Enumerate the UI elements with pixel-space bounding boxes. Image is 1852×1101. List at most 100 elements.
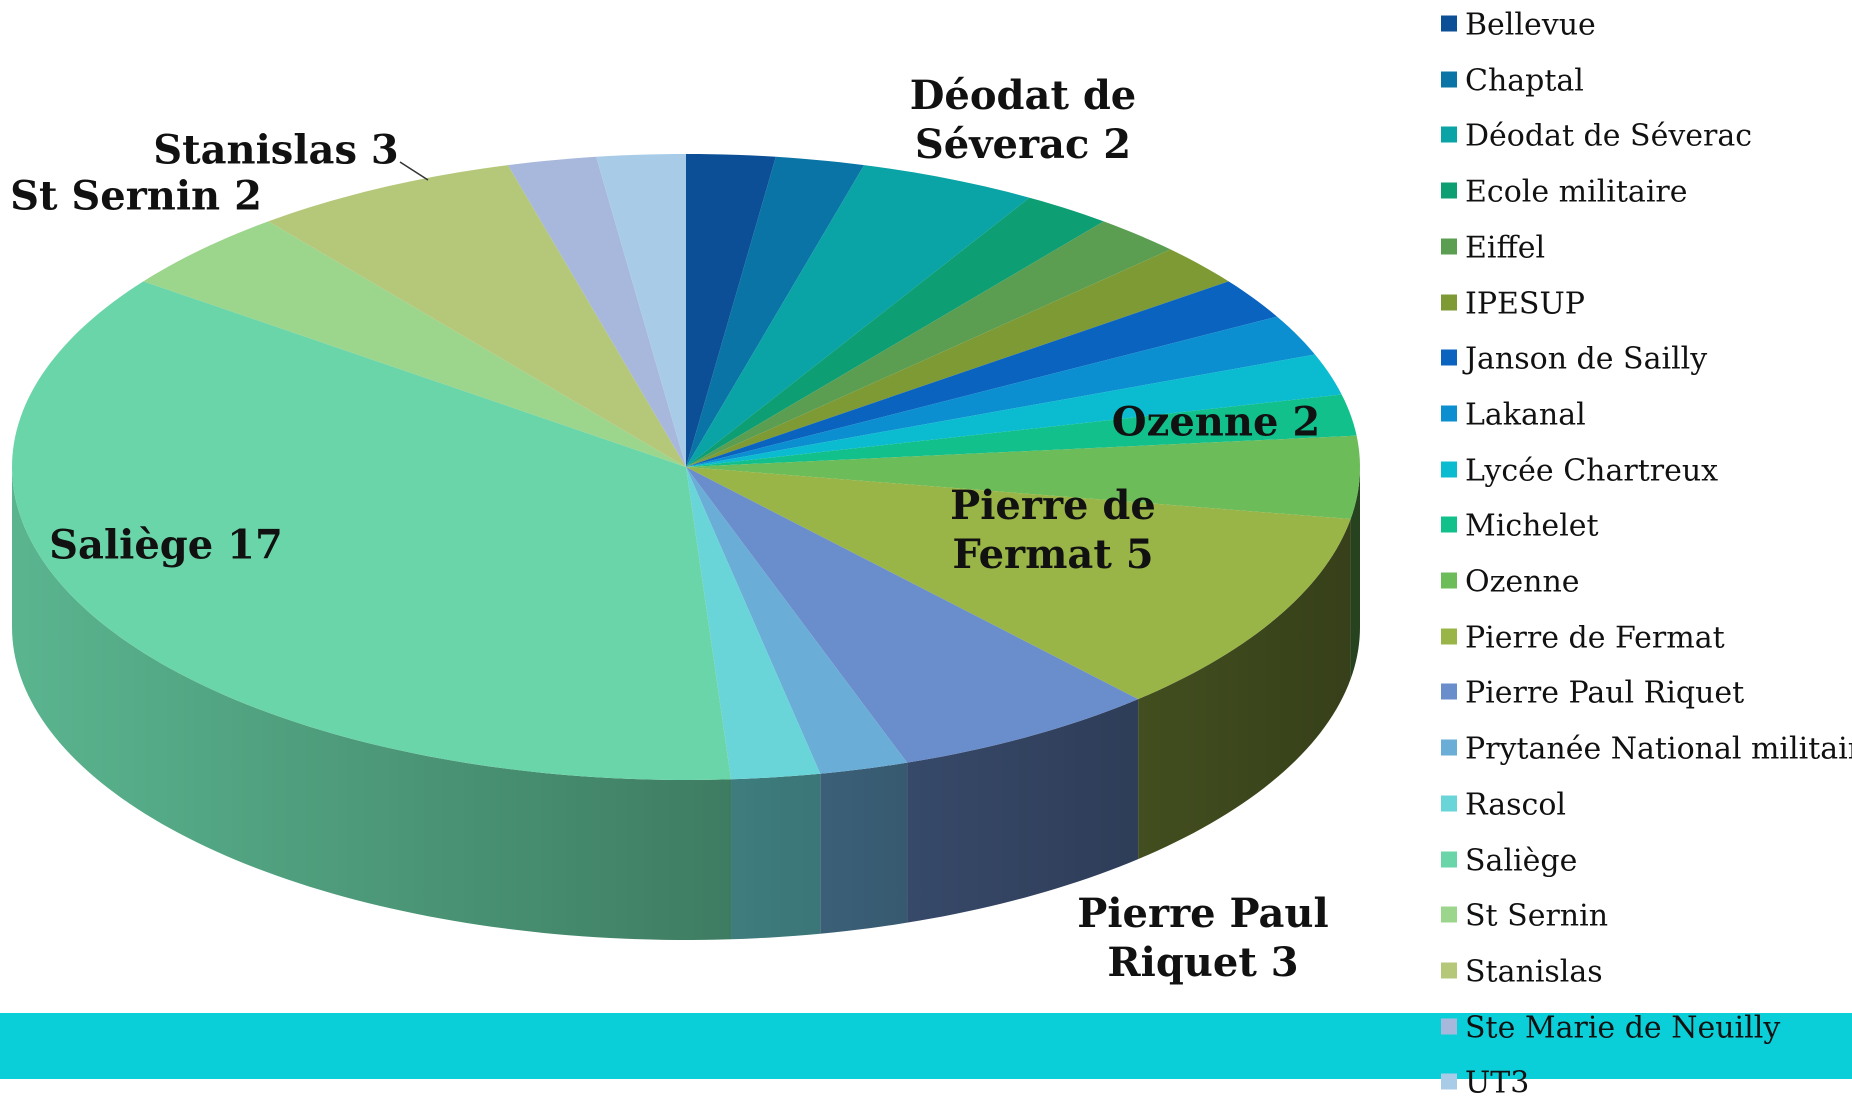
legend-label: Saliège bbox=[1465, 843, 1578, 878]
legend-label: Rascol bbox=[1465, 787, 1567, 823]
leader-line bbox=[399, 161, 429, 181]
legend-swatch bbox=[1441, 182, 1457, 199]
label-name: Saliège bbox=[49, 521, 214, 569]
legend-swatch bbox=[1441, 851, 1457, 867]
legend-label: Ste Marie de Neuilly bbox=[1465, 1010, 1781, 1046]
legend-swatch bbox=[1441, 15, 1457, 32]
slice-side bbox=[1138, 519, 1351, 860]
data-label: St Sernin 2 bbox=[0, 172, 286, 221]
label-name: Déodat de Séverac bbox=[909, 72, 1137, 168]
slice bbox=[686, 467, 1139, 763]
legend-swatch bbox=[1441, 1073, 1457, 1090]
legend-item: Eiffel bbox=[1441, 230, 1545, 265]
legend-item: Ste Marie de Neuilly bbox=[1441, 1010, 1780, 1045]
legend-label: Eiffel bbox=[1465, 230, 1546, 266]
slice-side bbox=[1350, 467, 1360, 680]
legend-label: Ecole militaire bbox=[1465, 174, 1688, 210]
slice bbox=[686, 154, 776, 467]
legend-swatch bbox=[1441, 349, 1457, 366]
slice bbox=[143, 221, 686, 467]
data-label: Ozenne 2 bbox=[1066, 398, 1366, 447]
legend-item: Michelet bbox=[1441, 509, 1599, 544]
data-label: Pierre Paul Riquet 3 bbox=[1053, 889, 1353, 987]
slice bbox=[686, 435, 1360, 520]
label-value: 17 bbox=[227, 521, 283, 569]
legend-item: Stanislas bbox=[1441, 954, 1603, 989]
legend-item: Pierre Paul Riquet bbox=[1441, 676, 1744, 711]
slice bbox=[686, 467, 908, 774]
legend-label: UT3 bbox=[1465, 1065, 1530, 1101]
legend-label: Déodat de Séverac bbox=[1465, 118, 1753, 154]
legend-label: Ozenne bbox=[1465, 564, 1580, 600]
slice bbox=[686, 281, 1278, 467]
legend-item: Ecole militaire bbox=[1441, 175, 1688, 210]
legend-item: IPESUP bbox=[1441, 286, 1585, 321]
data-label: Déodat de Séverac 2 bbox=[893, 71, 1153, 169]
slice bbox=[686, 467, 821, 780]
slice bbox=[686, 197, 1104, 467]
legend-swatch bbox=[1441, 405, 1457, 422]
label-value: 3 bbox=[370, 126, 399, 174]
data-label: Stanislas 3 bbox=[126, 126, 426, 175]
slice bbox=[12, 281, 732, 780]
legend-item: Déodat de Séverac bbox=[1441, 119, 1752, 154]
legend-item: Janson de Sailly bbox=[1441, 342, 1707, 377]
legend-swatch bbox=[1441, 238, 1457, 255]
footer-band bbox=[0, 1013, 1852, 1079]
label-name: Pierre de Fermat bbox=[950, 482, 1156, 578]
legend-swatch bbox=[1441, 962, 1457, 979]
legend-label: Bellevue bbox=[1465, 7, 1596, 43]
legend-swatch bbox=[1441, 1018, 1457, 1035]
slice bbox=[686, 316, 1315, 467]
legend-item: Lakanal bbox=[1441, 397, 1586, 432]
legend-label: St Sernin bbox=[1465, 898, 1609, 934]
legend-item: St Sernin bbox=[1441, 899, 1608, 934]
legend-item: Lycée Chartreux bbox=[1441, 453, 1718, 488]
legend-item: Prytanée National militaire bbox=[1441, 732, 1852, 767]
legend-swatch bbox=[1441, 71, 1457, 88]
legend-item: Saliège bbox=[1441, 843, 1577, 878]
legend-item: Pierre de Fermat bbox=[1441, 620, 1725, 655]
label-value: 3 bbox=[1270, 939, 1299, 986]
label-name: Ozenne bbox=[1111, 398, 1279, 446]
legend-label: Pierre de Fermat bbox=[1465, 620, 1725, 656]
slice bbox=[686, 249, 1229, 467]
legend-label: Chaptal bbox=[1465, 63, 1584, 99]
legend-label: Stanislas bbox=[1465, 954, 1603, 990]
slice bbox=[596, 154, 686, 467]
slice bbox=[686, 354, 1342, 467]
legend-label: Pierre Paul Riquet bbox=[1465, 675, 1745, 711]
label-name: Pierre Paul Riquet bbox=[1077, 890, 1329, 986]
legend-label: Lycée Chartreux bbox=[1465, 453, 1719, 489]
legend-swatch bbox=[1441, 683, 1457, 700]
legend-item: UT3 bbox=[1441, 1066, 1529, 1101]
legend-swatch bbox=[1441, 906, 1457, 923]
legend-item: Bellevue bbox=[1441, 8, 1596, 43]
legend-label: Michelet bbox=[1465, 508, 1599, 544]
legend-swatch bbox=[1441, 294, 1457, 310]
slice-side bbox=[820, 762, 908, 934]
slice bbox=[507, 156, 686, 468]
label-value: 2 bbox=[1103, 121, 1132, 168]
legend-swatch bbox=[1441, 461, 1457, 478]
legend-swatch bbox=[1441, 628, 1457, 645]
slice-side bbox=[12, 467, 732, 940]
slice-side bbox=[907, 699, 1139, 923]
slice bbox=[686, 394, 1357, 467]
slice-side bbox=[731, 773, 821, 940]
legend-label: Janson de Sailly bbox=[1465, 341, 1708, 377]
label-value: 2 bbox=[234, 172, 262, 220]
slice bbox=[686, 156, 865, 468]
label-value: 5 bbox=[1125, 531, 1154, 578]
data-label: Saliège 17 bbox=[16, 521, 316, 570]
legend-label: Lakanal bbox=[1465, 397, 1586, 433]
slice bbox=[686, 221, 1171, 467]
data-label: Pierre de Fermat 5 bbox=[923, 481, 1183, 579]
slice bbox=[686, 467, 1351, 700]
legend-item: Chaptal bbox=[1441, 63, 1584, 98]
legend-swatch bbox=[1441, 572, 1457, 589]
legend-swatch bbox=[1441, 739, 1457, 756]
legend-label: IPESUP bbox=[1465, 286, 1585, 321]
